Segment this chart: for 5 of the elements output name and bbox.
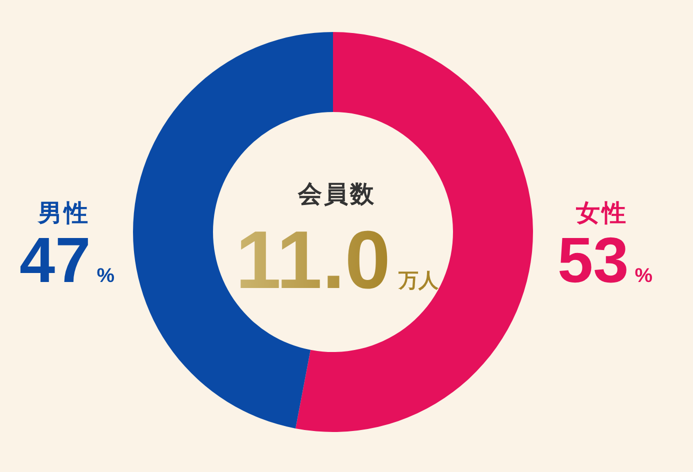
label: 男性 47% — [20, 200, 114, 296]
text: 会員数 — [297, 181, 376, 208]
text: 11.0 — [235, 215, 391, 306]
text: 万人 — [398, 270, 440, 292]
label: 女性 53% — [558, 200, 652, 296]
